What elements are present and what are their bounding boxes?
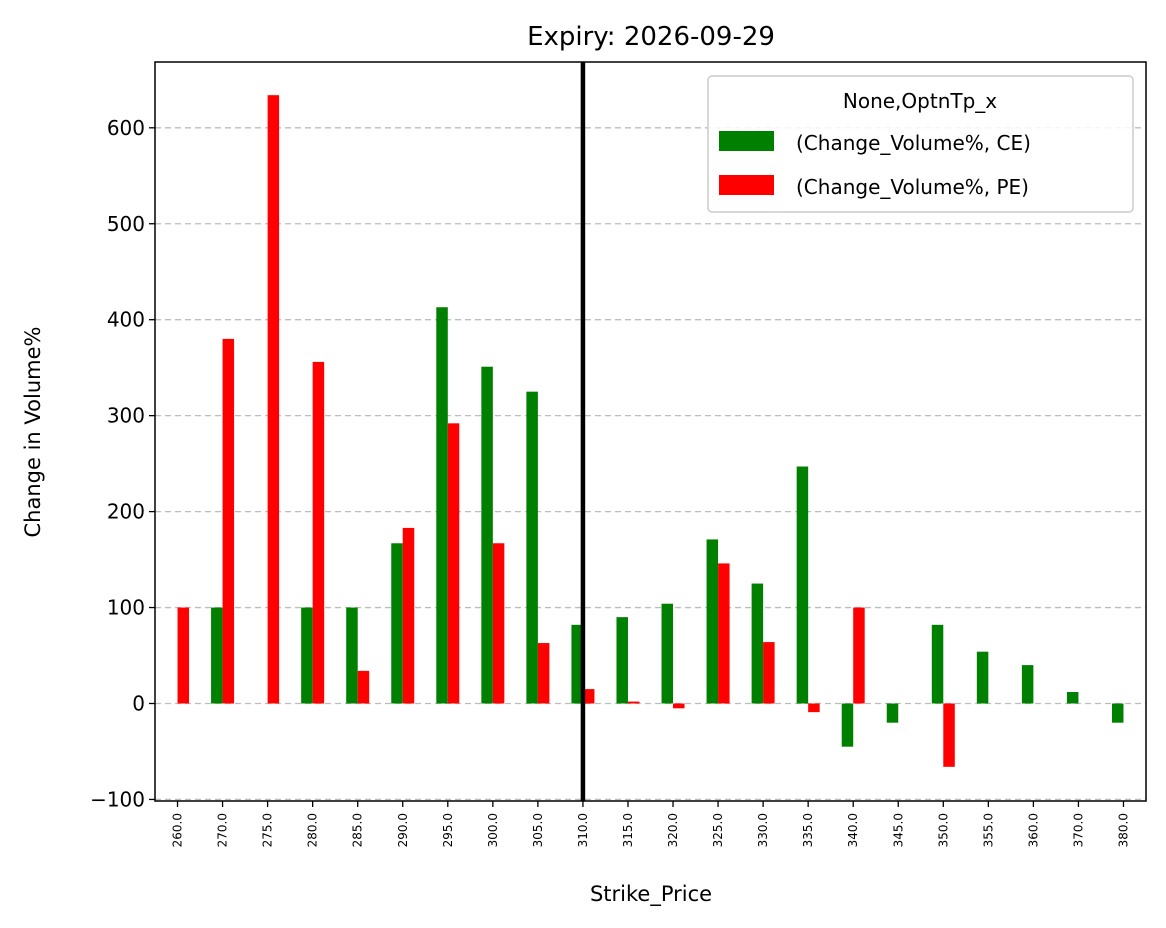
bar	[706, 539, 719, 704]
bar	[582, 689, 595, 704]
bar	[357, 670, 370, 704]
x-axis: 260.0 270.0 275.0 280.0 285.0 290.0 295.0 300.0…	[171, 801, 1130, 847]
x-tick-label: 320.0	[666, 813, 680, 847]
bar	[391, 543, 403, 704]
bar	[267, 95, 280, 704]
bar	[1021, 665, 1034, 704]
y-tick-label: 500	[107, 212, 145, 236]
bar	[1066, 691, 1079, 704]
x-tick-label: 345.0	[891, 813, 905, 847]
bar	[1111, 703, 1124, 723]
bar	[571, 624, 583, 704]
y-axis-label: Change in Volume%	[21, 327, 45, 538]
y-axis: −100 0 100 200 300 400 500 600	[90, 116, 155, 811]
bar	[616, 617, 628, 704]
x-tick-label: 360.0	[1026, 813, 1040, 847]
y-tick-label: 100	[107, 596, 145, 620]
bar	[436, 307, 448, 704]
bar	[661, 603, 674, 704]
y-tick-label: 0	[132, 692, 145, 716]
bar	[931, 624, 944, 704]
plot-frame	[154, 61, 1147, 802]
x-tick-label: 285.0	[351, 813, 365, 847]
bar	[312, 361, 325, 704]
bar	[943, 703, 955, 767]
bar	[808, 703, 820, 713]
bar	[886, 703, 899, 723]
x-tick-label: 260.0	[171, 813, 185, 847]
x-tick-label: 340.0	[846, 813, 860, 847]
bar	[346, 607, 358, 704]
legend-swatch-pe	[719, 175, 774, 195]
bars	[177, 95, 1124, 767]
legend: None,OptnTp_x (Change_Volume%, CE) (Chan…	[707, 75, 1134, 213]
x-tick-label: 315.0	[621, 813, 635, 847]
legend-box	[707, 75, 1134, 213]
x-tick-label: 275.0	[261, 813, 275, 847]
x-tick-label: 380.0	[1116, 813, 1130, 847]
x-tick-label: 325.0	[711, 813, 725, 847]
y-tick-label: 400	[107, 308, 145, 332]
bar	[796, 466, 809, 704]
x-tick-label: 355.0	[981, 813, 995, 847]
bar	[177, 607, 190, 704]
bar	[853, 607, 865, 704]
x-tick-label: 310.0	[576, 813, 590, 847]
x-tick-label: 370.0	[1071, 813, 1085, 847]
x-tick-label: 305.0	[531, 813, 545, 847]
y-tick-label: 200	[107, 500, 145, 524]
bar	[627, 701, 640, 704]
bar	[492, 543, 505, 704]
x-tick-label: 330.0	[756, 813, 770, 847]
y-tick-label: 300	[107, 404, 145, 428]
y-tick-label: 600	[107, 116, 145, 140]
bar	[222, 338, 235, 704]
bar	[751, 583, 764, 704]
legend-label-pe: (Change_Volume%, PE)	[796, 175, 1029, 199]
bar	[976, 651, 989, 704]
bar	[211, 607, 223, 704]
x-tick-label: 300.0	[486, 813, 500, 847]
bar	[841, 703, 854, 747]
x-tick-label: 350.0	[936, 813, 950, 847]
bar	[763, 642, 775, 704]
bar	[481, 366, 493, 704]
bar	[537, 643, 550, 704]
bar	[673, 703, 685, 709]
chart-title: Expiry: 2026-09-29	[527, 22, 775, 52]
x-tick-label: 295.0	[441, 813, 455, 847]
bar	[526, 391, 538, 704]
x-axis-label: Strike_Price	[590, 882, 712, 907]
legend-title: None,OptnTp_x	[843, 89, 997, 113]
legend-label-ce: (Change_Volume%, CE)	[796, 131, 1031, 155]
bar	[718, 563, 730, 704]
x-tick-label: 290.0	[396, 813, 410, 847]
bar	[402, 527, 415, 704]
legend-swatch-ce	[719, 131, 774, 151]
bar	[301, 607, 313, 704]
x-tick-label: 335.0	[801, 813, 815, 847]
x-tick-label: 270.0	[216, 813, 230, 847]
bar	[447, 423, 460, 704]
y-tick-label: −100	[90, 787, 145, 811]
x-tick-label: 280.0	[306, 813, 320, 847]
